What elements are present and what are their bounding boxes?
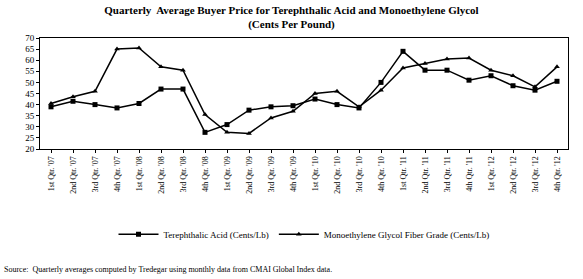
svg-text:40: 40 [25, 100, 35, 110]
svg-text:2nd Qtr. '10: 2nd Qtr. '10 [333, 156, 342, 194]
svg-text:4th Qtr. '10: 4th Qtr. '10 [377, 156, 386, 192]
svg-text:1st Qtr. '07: 1st Qtr. '07 [47, 156, 56, 191]
svg-text:Monoethylene Glycol Fiber Grad: Monoethylene Glycol Fiber Grade (Cents/L… [324, 230, 489, 240]
svg-text:Quarterly Average Buyer Price: Quarterly Average Buyer Price for Tereph… [104, 4, 478, 31]
svg-text:45: 45 [25, 89, 35, 99]
svg-text:60: 60 [25, 55, 35, 65]
svg-text:25: 25 [25, 133, 35, 143]
svg-text:1st Qtr. '09: 1st Qtr. '09 [223, 156, 232, 191]
svg-text:3rd Qtr. '10: 3rd Qtr. '10 [355, 156, 364, 192]
svg-text:3rd Qtr. '11: 3rd Qtr. '11 [443, 156, 452, 192]
svg-text:3rd Qtr. '12: 3rd Qtr. '12 [531, 156, 540, 192]
svg-text:2nd Qtr. '09: 2nd Qtr. '09 [245, 156, 254, 194]
svg-text:2nd Qtr. '11: 2nd Qtr. '11 [421, 156, 430, 193]
svg-text:3rd Qtr. '08: 3rd Qtr. '08 [179, 156, 188, 192]
svg-text:20: 20 [25, 144, 35, 154]
svg-text:55: 55 [25, 66, 35, 76]
svg-text:4th Qtr. '12: 4th Qtr. '12 [553, 156, 562, 192]
svg-text:2nd Qtr. '07: 2nd Qtr. '07 [69, 156, 78, 194]
svg-text:Terephthalic Acid (Cents/Lb): Terephthalic Acid (Cents/Lb) [164, 230, 269, 240]
svg-text:4th Qtr. '09: 4th Qtr. '09 [289, 156, 298, 192]
svg-text:65: 65 [25, 44, 35, 54]
svg-text:4th Qtr. '08: 4th Qtr. '08 [201, 156, 210, 192]
svg-text:1st Qtr. '12: 1st Qtr. '12 [487, 156, 496, 191]
svg-text:Source: Quarterly averages co: Source: Quarterly averages computed by T… [4, 265, 332, 274]
svg-text:2nd Qtr. '12: 2nd Qtr. '12 [509, 156, 518, 194]
svg-text:35: 35 [25, 111, 35, 121]
svg-text:1st Qtr. '08: 1st Qtr. '08 [135, 156, 144, 191]
svg-text:3rd Qtr. '07: 3rd Qtr. '07 [91, 156, 100, 192]
svg-text:1st Qtr. '11: 1st Qtr. '11 [399, 156, 408, 191]
svg-text:30: 30 [25, 122, 35, 132]
svg-text:4th Qtr. '07: 4th Qtr. '07 [113, 156, 122, 192]
svg-text:3rd Qtr. '09: 3rd Qtr. '09 [267, 156, 276, 192]
svg-text:50: 50 [25, 78, 35, 88]
svg-text:1st Qtr. '10: 1st Qtr. '10 [311, 156, 320, 191]
svg-text:4th Qtr. '11: 4th Qtr. '11 [465, 156, 474, 192]
svg-text:70: 70 [25, 33, 35, 43]
svg-text:2nd Qtr. '08: 2nd Qtr. '08 [157, 156, 166, 194]
